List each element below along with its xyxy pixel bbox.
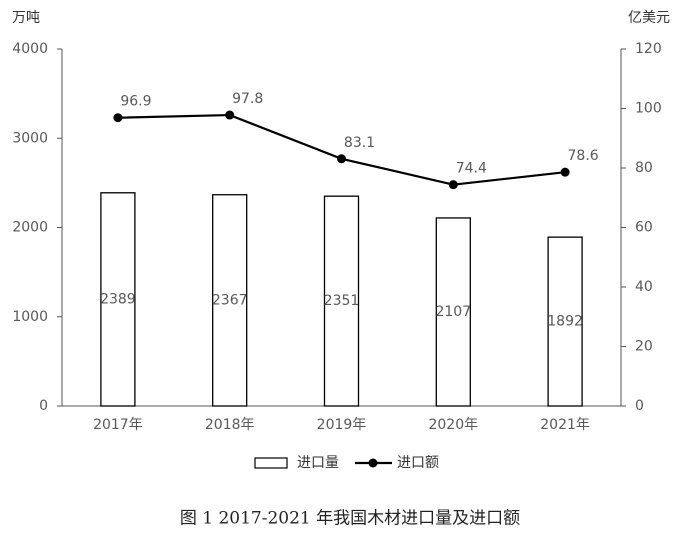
- y2-tick-label: 60: [635, 220, 653, 236]
- bar-value-label: 2107: [435, 304, 471, 320]
- legend-label: 进口额: [397, 455, 439, 471]
- bar: [435, 217, 471, 407]
- line-value-label: 96.9: [120, 94, 151, 110]
- legend-label: 进口量: [297, 455, 339, 471]
- line-value-label: 83.1: [344, 135, 375, 151]
- bar-value-label: 1892: [547, 314, 583, 330]
- legend-swatch: [254, 457, 288, 469]
- bar-value-label: 2367: [212, 292, 248, 308]
- x-tick-label: 2018年: [205, 417, 255, 433]
- y2-tick-label: 20: [635, 339, 653, 355]
- y2-tick-label: 80: [635, 160, 653, 176]
- y2-tick-label: 100: [635, 101, 662, 117]
- x-tick-label: 2017年: [93, 417, 143, 433]
- x-tick-label: 2019年: [317, 417, 367, 433]
- line-point: [448, 180, 458, 190]
- y-tick-label: 4000: [12, 41, 48, 57]
- y2-axis-label: 亿美元: [628, 10, 670, 26]
- y-tick-label: 1000: [12, 309, 48, 325]
- legend-swatch-dot: [368, 458, 378, 468]
- bar: [212, 194, 248, 407]
- y2-tick-label: 0: [635, 398, 644, 414]
- x-tick-label: 2021年: [540, 417, 590, 433]
- bar: [100, 192, 136, 407]
- bar: [323, 195, 360, 407]
- line-point: [225, 110, 235, 120]
- bar-value-label: 2389: [100, 291, 136, 307]
- y-tick-label: 0: [39, 398, 48, 414]
- line-value-label: 74.4: [456, 161, 487, 177]
- line-point: [560, 167, 570, 177]
- line: [117, 113, 566, 186]
- y-axis-label: 万吨: [12, 10, 40, 26]
- x-tick-label: 2020年: [428, 417, 478, 433]
- line-point: [113, 113, 123, 123]
- bar-value-label: 2351: [324, 293, 360, 309]
- y2-tick-label: 120: [635, 41, 662, 57]
- y-tick-label: 2000: [12, 220, 48, 236]
- line-point: [337, 154, 346, 164]
- y-tick-label: 3000: [12, 130, 48, 146]
- line-value-label: 78.6: [568, 148, 599, 164]
- caption: 图 1 2017-2021 年我国木材进口量及进口额: [180, 509, 520, 529]
- bar: [547, 236, 583, 407]
- y2-tick-label: 40: [635, 279, 653, 295]
- line-value-label: 97.8: [232, 91, 263, 107]
